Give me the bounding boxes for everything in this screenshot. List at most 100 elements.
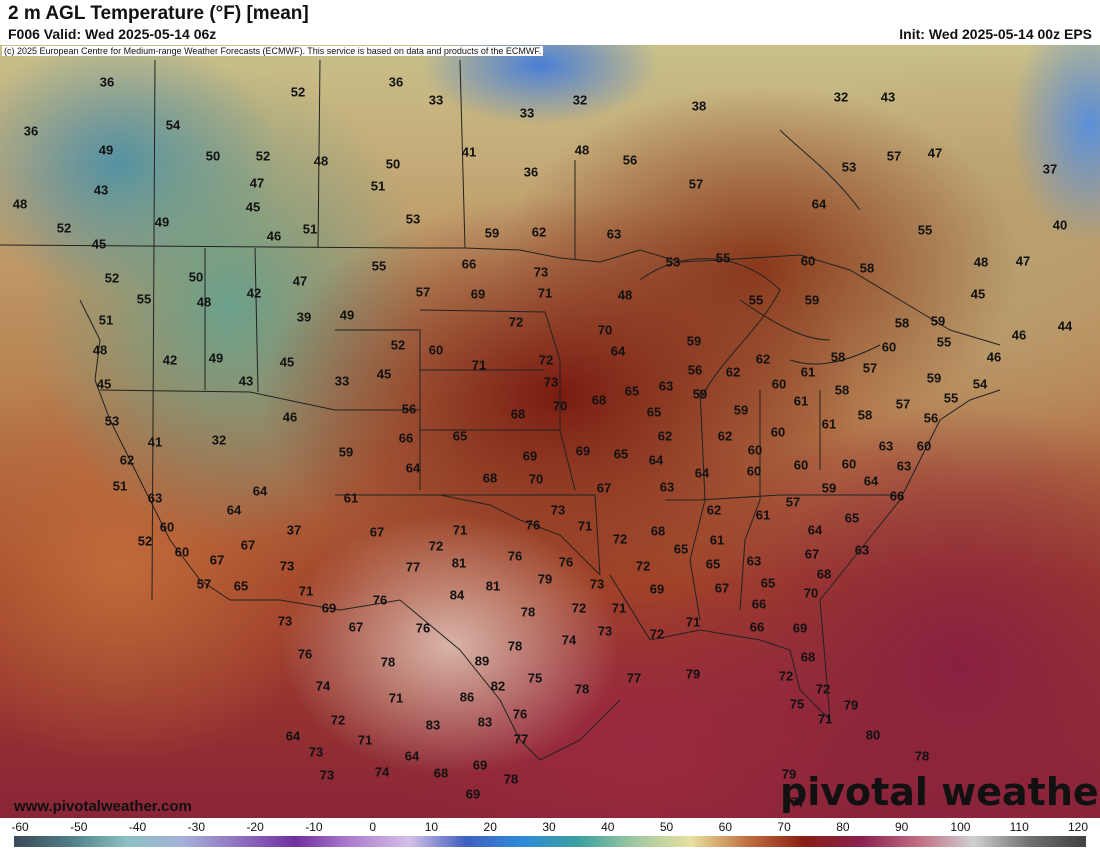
temperature-value-label: 53	[841, 159, 857, 175]
temperature-value-label: 53	[665, 254, 681, 270]
temperature-value-label: 63	[746, 553, 762, 569]
temperature-value-label: 61	[755, 507, 771, 523]
temperature-value-label: 64	[405, 460, 421, 476]
temperature-value-label: 58	[859, 260, 875, 276]
temperature-value-label: 56	[622, 152, 638, 168]
temperature-value-label: 63	[659, 479, 675, 495]
colorbar-tick-label: -30	[187, 820, 205, 834]
temperature-value-label: 51	[112, 478, 128, 494]
temperature-value-label: 67	[596, 480, 612, 496]
temperature-value-label: 52	[104, 270, 120, 286]
temperature-value-label: 81	[451, 555, 467, 571]
temperature-value-label: 59	[930, 313, 946, 329]
temperature-value-label: 63	[606, 226, 622, 242]
temperature-value-label: 60	[793, 457, 809, 473]
temperature-value-label: 40	[1052, 217, 1068, 233]
temperature-value-label: 76	[558, 554, 574, 570]
temperature-value-label: 56	[923, 410, 939, 426]
header-bar: 2 m AGL Temperature (°F) [mean] F006 Val…	[0, 0, 1100, 45]
temperature-value-label: 69	[792, 620, 808, 636]
temperature-value-label: 79	[537, 571, 553, 587]
temperature-value-label: 72	[538, 352, 554, 368]
temperature-value-label: 48	[313, 153, 329, 169]
temperature-value-label: 82	[490, 678, 506, 694]
temperature-value-label: 58	[834, 382, 850, 398]
temperature-value-label: 50	[188, 269, 204, 285]
temperature-value-label: 36	[23, 123, 39, 139]
temperature-value-label: 62	[755, 351, 771, 367]
temperature-value-label: 70	[528, 471, 544, 487]
temperature-value-label: 60	[771, 376, 787, 392]
temperature-value-label: 71	[357, 732, 373, 748]
colorbar-tick-label: -20	[246, 820, 264, 834]
temperature-value-label: 67	[804, 546, 820, 562]
temperature-value-label: 60	[881, 339, 897, 355]
temperature-value-label: 75	[789, 696, 805, 712]
temperature-value-label: 57	[688, 176, 704, 192]
temperature-value-label: 73	[533, 264, 549, 280]
temperature-value-label: 62	[531, 224, 547, 240]
temperature-value-label: 77	[513, 731, 529, 747]
temperature-value-label: 61	[821, 416, 837, 432]
temperature-value-label: 53	[104, 413, 120, 429]
colorbar-tick-label: 80	[836, 820, 850, 834]
colorbar	[14, 836, 1086, 847]
temperature-value-label: 64	[807, 522, 823, 538]
temperature-value-label: 56	[687, 362, 703, 378]
temperature-value-label: 58	[857, 407, 873, 423]
temperature-value-label: 59	[686, 333, 702, 349]
temperature-value-label: 48	[617, 287, 633, 303]
temperature-value-label: 76	[507, 548, 523, 564]
temperature-value-label: 77	[790, 794, 806, 810]
temperature-value-label: 63	[878, 438, 894, 454]
colorbar-tick-label: 60	[718, 820, 733, 834]
temperature-value-label: 36	[99, 74, 115, 90]
temperature-value-label: 64	[252, 483, 268, 499]
temperature-map[interactable]: 36 52 36 33 32 38 32 43 36 54 33 49 50 52 48 50 41 48 56 57…	[0, 45, 1100, 818]
temperature-value-label: 69	[649, 581, 665, 597]
temperature-value-label: 48	[12, 196, 28, 212]
temperature-value-label: 79	[843, 697, 859, 713]
temperature-value-label: 73	[277, 613, 293, 629]
temperature-value-label: 71	[537, 285, 553, 301]
init-time-label: Init: Wed 2025-05-14 00z EPS	[899, 26, 1092, 42]
temperature-value-label: 51	[370, 178, 386, 194]
temperature-value-label: 60	[770, 424, 786, 440]
map-title: 2 m AGL Temperature (°F) [mean]	[8, 3, 309, 24]
temperature-value-label: 68	[433, 765, 449, 781]
temperature-value-label: 75	[527, 670, 543, 686]
temperature-value-label: 73	[597, 623, 613, 639]
website-url[interactable]: www.pivotalweather.com	[14, 798, 192, 815]
temperature-value-label: 71	[817, 711, 833, 727]
temperature-value-label: 64	[694, 465, 710, 481]
temperature-value-label: 33	[519, 105, 535, 121]
temperature-value-label: 56	[401, 401, 417, 417]
temperature-value-label: 72	[571, 600, 587, 616]
temperature-value-label: 45	[279, 354, 295, 370]
temperature-value-label: 33	[334, 373, 350, 389]
temperature-value-label: 37	[286, 522, 302, 538]
temperature-value-label: 68	[482, 470, 498, 486]
temperature-value-label: 62	[725, 364, 741, 380]
temperature-value-label: 70	[803, 585, 819, 601]
temperature-value-label: 60	[916, 438, 932, 454]
temperature-value-label: 69	[321, 600, 337, 616]
copyright-notice: (c) 2025 European Centre for Medium-rang…	[2, 46, 544, 56]
temperature-value-label: 78	[574, 681, 590, 697]
temperature-value-label: 84	[449, 587, 465, 603]
temperature-value-label: 64	[404, 748, 420, 764]
temperature-value-label: 81	[485, 578, 501, 594]
temperature-value-label: 48	[574, 142, 590, 158]
temperature-value-label: 66	[889, 488, 905, 504]
temperature-value-label: 80	[865, 727, 881, 743]
temperature-value-label: 65	[452, 428, 468, 444]
temperature-value-label: 43	[880, 89, 896, 105]
temperature-value-label: 52	[290, 84, 306, 100]
temperature-value-label: 72	[649, 626, 665, 642]
temperature-value-label: 55	[715, 250, 731, 266]
colorbar-tick-label: 90	[894, 820, 909, 834]
temperature-value-label: 42	[162, 352, 178, 368]
temperature-value-label: 46	[1011, 327, 1027, 343]
temperature-value-label: 38	[691, 98, 707, 114]
temperature-value-label: 69	[522, 448, 538, 464]
